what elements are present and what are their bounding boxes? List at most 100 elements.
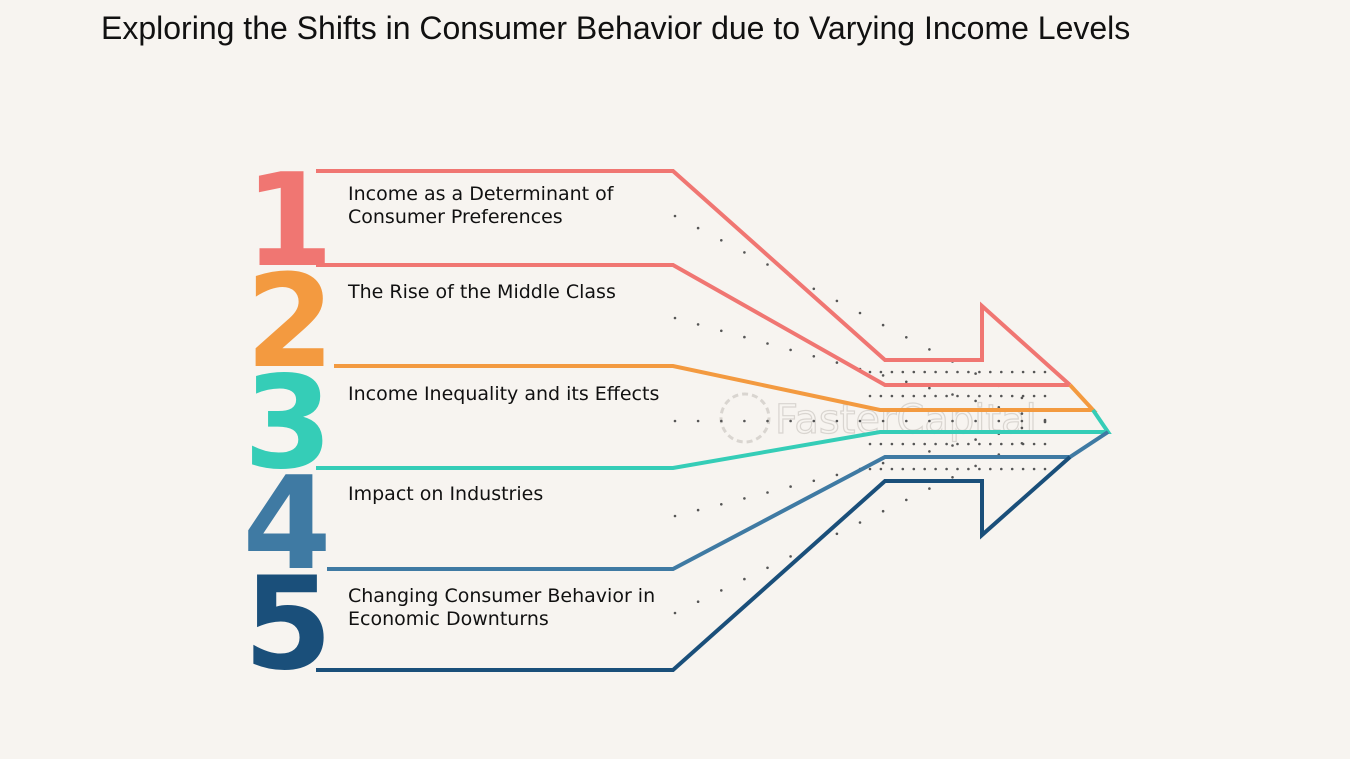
guide-dot [978,442,981,446]
guide-dot [923,394,926,398]
guide-dot [956,370,959,374]
guide-dot [835,419,839,423]
guide-dot [720,239,723,242]
guide-dot [989,442,992,446]
guide-dot [1043,420,1047,424]
guide-dots [673,214,1047,615]
guide-dot [1021,394,1025,398]
guide-dot [743,335,746,339]
guide-dot [1043,442,1047,446]
guide-dot [673,514,677,518]
guide-dot [901,442,905,446]
guide-dot [989,467,992,471]
step-number-4: 4 [242,450,331,599]
guide-dot [789,555,792,558]
guide-dot [934,370,937,374]
step-label-5-line-1: Changing Consumer Behavior in [348,585,655,607]
guide-dot [1043,394,1047,398]
guide-dot [934,467,937,471]
guide-dot [1032,467,1036,471]
arrow-line-1-bottom [316,263,1070,387]
guide-dot [912,467,916,471]
guide-dot [881,374,885,377]
guide-dot [868,394,872,398]
arrow-line-3 [316,408,1112,470]
guide-dot [766,342,769,345]
guide-dot [812,355,816,358]
guide-dot [879,394,883,398]
step-label-1-line-1: Income as a Determinant of [348,183,615,205]
guide-dot [1000,370,1003,374]
guide-dot [989,394,992,398]
guide-dot [905,380,908,384]
guide-dot [974,464,977,468]
guide-dot [720,419,723,423]
guide-dot [890,442,894,446]
guide-dot [879,370,883,374]
guide-dot [978,394,981,398]
guide-dot [901,394,905,398]
guide-dot [673,419,677,423]
guide-dot [766,566,769,570]
guide-dot [696,419,700,423]
guide-dot [951,419,954,423]
step-label-2: The Rise of the Middle Class [347,281,616,303]
guide-dot [1000,394,1003,398]
guide-dot [928,450,931,453]
guide-dot [835,299,839,303]
guide-dot [1043,467,1047,471]
guide-dot [923,442,926,446]
guide-dot [1010,467,1014,471]
guide-dot [967,442,970,446]
arrow-line-5 [316,455,1072,672]
guide-dot [956,394,959,398]
guide-dot [967,394,970,398]
guide-dot [928,386,931,390]
guide-dot [928,487,931,490]
guide-dot [835,361,839,364]
guide-dot [1020,396,1024,400]
guide-dot [928,419,931,423]
guide-dot [1021,467,1025,471]
guide-dot [743,577,746,581]
guide-dot [890,370,894,374]
guide-dot [868,467,872,471]
guide-dot [951,444,954,447]
guide-dot [978,370,981,374]
guide-dot [923,370,926,374]
guide-dot [1032,442,1036,446]
guide-dot [766,419,769,423]
guide-dot [997,406,1001,409]
guide-dot [928,348,931,351]
guide-dot [789,419,792,423]
guide-dot [1000,467,1003,471]
watermark: FasterCapital [719,392,1037,444]
guide-dot [989,370,992,374]
step-label-1-line-2: Consumer Preferences [348,206,563,228]
page-title: Exploring the Shifts in Consumer Behavio… [101,10,1131,46]
guide-dot [766,491,769,494]
guide-dot [1010,394,1014,398]
guide-dot [789,348,792,352]
guide-dot [905,336,908,339]
step-number-3: 3 [243,349,332,498]
guide-dot [956,442,959,446]
guide-dot [696,226,700,230]
guide-dot [951,476,954,479]
step-label-5-line-2: Economic Downturns [348,608,549,630]
step-number-1: 1 [244,147,333,296]
guide-dot [974,438,977,441]
guide-dot [967,467,970,471]
step-label-3: Income Inequality and its Effects [348,383,659,405]
guide-dot [997,419,1001,423]
guide-dot [696,508,700,512]
guide-dot [868,370,872,374]
guide-dot [881,419,885,423]
guide-dot [766,263,769,266]
guide-dot [905,498,908,502]
guide-dot [974,399,977,403]
guide-dot [951,393,954,396]
guide-dot [1032,370,1036,374]
guide-dot [1010,370,1014,374]
guide-dot [858,419,862,423]
